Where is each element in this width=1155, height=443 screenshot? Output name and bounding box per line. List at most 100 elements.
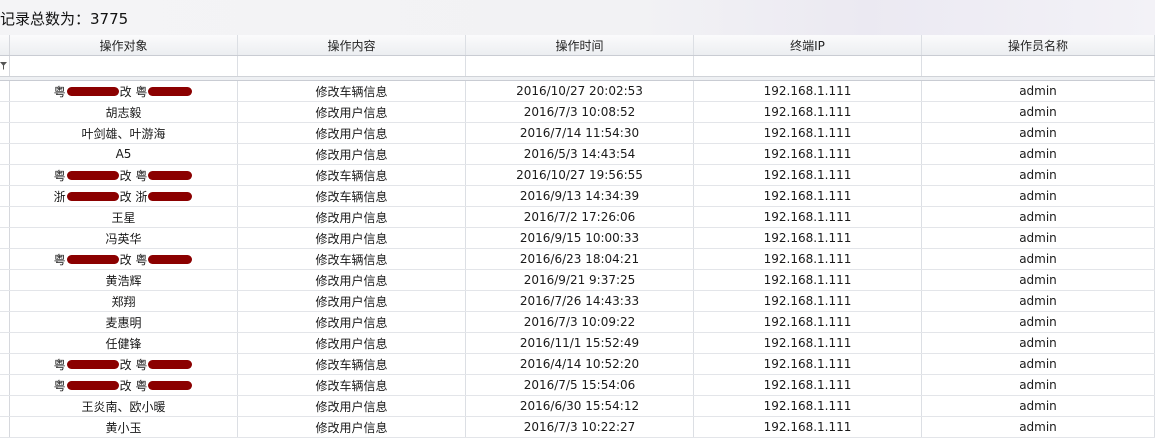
cell-content[interactable]: 修改用户信息 [238, 207, 466, 227]
row-indicator[interactable] [0, 228, 10, 248]
cell-content[interactable]: 修改用户信息 [238, 333, 466, 353]
cell-time[interactable]: 2016/5/3 14:43:54 [466, 144, 694, 164]
cell-operator[interactable]: admin [922, 102, 1155, 122]
cell-ip[interactable]: 192.168.1.111 [694, 354, 922, 374]
row-indicator[interactable] [0, 165, 10, 185]
cell-content[interactable]: 修改车辆信息 [238, 375, 466, 395]
cell-target[interactable]: 叶剑雄、叶游海 [10, 123, 238, 143]
cell-target[interactable]: 王炎南、欧小暖 [10, 396, 238, 416]
cell-operator[interactable]: admin [922, 375, 1155, 395]
cell-time[interactable]: 2016/9/13 14:34:39 [466, 186, 694, 206]
cell-content[interactable]: 修改用户信息 [238, 396, 466, 416]
cell-time[interactable]: 2016/7/26 14:43:33 [466, 291, 694, 311]
row-indicator[interactable] [0, 354, 10, 374]
cell-content[interactable]: 修改用户信息 [238, 123, 466, 143]
cell-operator[interactable]: admin [922, 312, 1155, 332]
row-indicator[interactable] [0, 249, 10, 269]
cell-operator[interactable]: admin [922, 165, 1155, 185]
cell-operator[interactable]: admin [922, 270, 1155, 290]
row-indicator[interactable] [0, 207, 10, 227]
table-row[interactable]: 任健锋 修改用户信息 2016/11/1 15:52:49 192.168.1.111… [0, 333, 1155, 354]
row-indicator[interactable] [0, 333, 10, 353]
filter-cell-operator[interactable] [922, 56, 1155, 76]
cell-time[interactable]: 2016/7/2 17:26:06 [466, 207, 694, 227]
cell-target[interactable]: 粤改 粤 [10, 354, 238, 374]
cell-content[interactable]: 修改车辆信息 [238, 81, 466, 101]
cell-time[interactable]: 2016/7/3 10:09:22 [466, 312, 694, 332]
row-indicator[interactable] [0, 123, 10, 143]
cell-ip[interactable]: 192.168.1.111 [694, 81, 922, 101]
cell-time[interactable]: 2016/7/14 11:54:30 [466, 123, 694, 143]
table-row[interactable]: 叶剑雄、叶游海 修改用户信息 2016/7/14 11:54:30 192.168.1… [0, 123, 1155, 144]
cell-ip[interactable]: 192.168.1.111 [694, 123, 922, 143]
row-indicator[interactable] [0, 186, 10, 206]
column-header-operator[interactable]: 操作员名称 [922, 35, 1155, 55]
table-row[interactable]: 麦惠明 修改用户信息 2016/7/3 10:09:22 192.168.1.111 a… [0, 312, 1155, 333]
filter-cell-time[interactable] [466, 56, 694, 76]
cell-ip[interactable]: 192.168.1.111 [694, 165, 922, 185]
row-indicator[interactable] [0, 270, 10, 290]
filter-cell-target[interactable] [10, 56, 238, 76]
cell-time[interactable]: 2016/6/23 18:04:21 [466, 249, 694, 269]
cell-ip[interactable]: 192.168.1.111 [694, 312, 922, 332]
row-indicator[interactable] [0, 396, 10, 416]
table-row[interactable]: 粤 改 粤 修改车辆信息 2016/4/14 10:52:20 192.168.1.11… [0, 354, 1155, 375]
cell-target[interactable]: A5 [10, 144, 238, 164]
cell-target[interactable]: 粤改 粤 [10, 165, 238, 185]
table-row[interactable]: 粤 改 粤 修改车辆信息 2016/7/5 15:54:06 192.168.1.111… [0, 375, 1155, 396]
cell-target[interactable]: 麦惠明 [10, 312, 238, 332]
cell-time[interactable]: 2016/9/15 10:00:33 [466, 228, 694, 248]
cell-target[interactable]: 浙改 浙 [10, 186, 238, 206]
cell-ip[interactable]: 192.168.1.111 [694, 102, 922, 122]
cell-operator[interactable]: admin [922, 144, 1155, 164]
cell-operator[interactable]: admin [922, 123, 1155, 143]
table-row[interactable]: 粤 改 粤 修改车辆信息 2016/6/23 18:04:21 192.168.1.11… [0, 249, 1155, 270]
cell-time[interactable]: 2016/10/27 19:56:55 [466, 165, 694, 185]
cell-operator[interactable]: admin [922, 291, 1155, 311]
filter-icon[interactable] [0, 62, 7, 70]
cell-time[interactable]: 2016/4/14 10:52:20 [466, 354, 694, 374]
cell-ip[interactable]: 192.168.1.111 [694, 396, 922, 416]
cell-target[interactable]: 粤改 粤 [10, 375, 238, 395]
table-row[interactable]: 王炎南、欧小暖 修改用户信息 2016/6/30 15:54:12 192.168.1… [0, 396, 1155, 417]
cell-target[interactable]: 胡志毅 [10, 102, 238, 122]
cell-content[interactable]: 修改用户信息 [238, 417, 466, 437]
cell-operator[interactable]: admin [922, 417, 1155, 437]
cell-ip[interactable]: 192.168.1.111 [694, 291, 922, 311]
cell-content[interactable]: 修改用户信息 [238, 144, 466, 164]
row-indicator[interactable] [0, 417, 10, 437]
cell-ip[interactable]: 192.168.1.111 [694, 333, 922, 353]
cell-target[interactable]: 黄浩辉 [10, 270, 238, 290]
row-indicator[interactable] [0, 312, 10, 332]
cell-operator[interactable]: admin [922, 228, 1155, 248]
table-row[interactable]: 黄小玉 修改用户信息 2016/7/3 10:22:27 192.168.1.111 a… [0, 417, 1155, 438]
table-row[interactable]: 浙 改 浙 修改车辆信息 2016/9/13 14:34:39 192.168.1.11… [0, 186, 1155, 207]
cell-time[interactable]: 2016/6/30 15:54:12 [466, 396, 694, 416]
cell-time[interactable]: 2016/7/3 10:08:52 [466, 102, 694, 122]
cell-content[interactable]: 修改用户信息 [238, 228, 466, 248]
table-row[interactable]: 黄浩辉 修改用户信息 2016/9/21 9:37:25 192.168.1.111 a… [0, 270, 1155, 291]
filter-cell-ip[interactable] [694, 56, 922, 76]
column-header-time[interactable]: 操作时间 [466, 35, 694, 55]
row-indicator[interactable] [0, 291, 10, 311]
cell-ip[interactable]: 192.168.1.111 [694, 270, 922, 290]
cell-time[interactable]: 2016/11/1 15:52:49 [466, 333, 694, 353]
cell-target[interactable]: 任健锋 [10, 333, 238, 353]
filter-cell-content[interactable] [238, 56, 466, 76]
table-row[interactable]: 王星 修改用户信息 2016/7/2 17:26:06 192.168.1.111 ad… [0, 207, 1155, 228]
cell-content[interactable]: 修改用户信息 [238, 312, 466, 332]
cell-ip[interactable]: 192.168.1.111 [694, 249, 922, 269]
table-row[interactable]: 胡志毅 修改用户信息 2016/7/3 10:08:52 192.168.1.111 a… [0, 102, 1155, 123]
cell-content[interactable]: 修改用户信息 [238, 270, 466, 290]
cell-target[interactable]: 粤改 粤 [10, 249, 238, 269]
table-row[interactable]: 粤 改 粤 修改车辆信息 2016/10/27 20:02:53 192.168.1.1… [0, 81, 1155, 102]
cell-target[interactable]: 黄小玉 [10, 417, 238, 437]
cell-time[interactable]: 2016/7/3 10:22:27 [466, 417, 694, 437]
cell-content[interactable]: 修改车辆信息 [238, 354, 466, 374]
cell-operator[interactable]: admin [922, 186, 1155, 206]
cell-content[interactable]: 修改车辆信息 [238, 186, 466, 206]
row-indicator[interactable] [0, 144, 10, 164]
cell-time[interactable]: 2016/7/5 15:54:06 [466, 375, 694, 395]
cell-operator[interactable]: admin [922, 396, 1155, 416]
cell-target[interactable]: 粤改 粤 [10, 81, 238, 101]
